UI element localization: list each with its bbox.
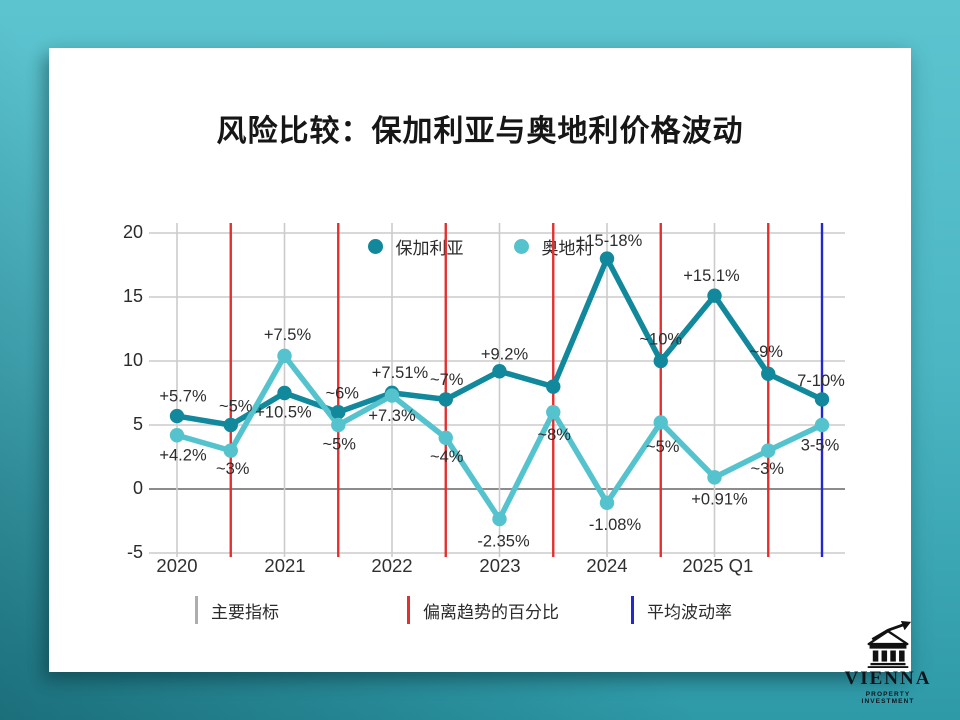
- data-point: [546, 405, 561, 420]
- red-bar-icon: [407, 596, 410, 624]
- x-axis-label: 2021: [264, 555, 305, 576]
- data-point: [384, 388, 400, 403]
- data-label: +9.2%: [481, 346, 529, 364]
- x-axis-label: 2024: [586, 555, 627, 576]
- x-axis-label: 2025: [682, 555, 723, 576]
- footer-legend-label: 偏离趋势的百分比: [423, 602, 559, 622]
- data-label: +5.7%: [159, 387, 207, 405]
- logo-subtitle: PROPERTY INVESTMENT: [861, 690, 915, 705]
- data-point: [277, 385, 292, 401]
- data-point: [277, 348, 292, 364]
- data-point: [223, 417, 238, 433]
- data-point: [492, 364, 507, 379]
- data-point: [331, 405, 346, 420]
- data-label: +7.3%: [368, 407, 416, 425]
- footer-legend-deviation: 偏离趋势的百分比: [407, 596, 559, 624]
- logo-name: VIENNA: [844, 668, 932, 689]
- blue-bar-icon: [631, 596, 634, 624]
- data-label: 7-10%: [797, 372, 845, 390]
- vienna-logo: VIENNA PROPERTY INVESTMENT: [838, 621, 938, 705]
- data-label: ~5%: [646, 438, 680, 456]
- data-label: ~6%: [326, 385, 360, 403]
- data-point: [546, 379, 561, 394]
- data-label: ~5%: [323, 435, 357, 453]
- data-point: [492, 511, 507, 527]
- data-point: [653, 415, 668, 430]
- data-label: ~10%: [639, 330, 682, 348]
- y-axis-label: 10: [123, 350, 143, 370]
- data-label: +15.1%: [683, 267, 740, 285]
- data-point: [223, 443, 238, 458]
- data-point: [331, 417, 346, 433]
- data-point: [707, 470, 722, 485]
- data-point: [761, 366, 776, 381]
- x-axis-label: 2023: [479, 555, 520, 576]
- data-label: ~7%: [430, 371, 464, 389]
- data-point: [438, 430, 453, 445]
- data-point: [653, 353, 668, 369]
- data-label: +7.5%: [264, 326, 312, 344]
- y-axis-label: 5: [133, 414, 143, 434]
- x-axis-label: 2020: [156, 555, 197, 576]
- data-label: +10.5%: [255, 403, 312, 421]
- data-label: +0.91%: [691, 491, 748, 509]
- data-label: ~4%: [430, 448, 464, 466]
- data-label: -2.35%: [477, 532, 530, 550]
- data-point: [707, 288, 722, 303]
- data-point: [169, 408, 185, 424]
- data-label: -1.08%: [589, 516, 642, 534]
- data-label: +15-18%: [576, 232, 643, 250]
- x-axis-label: Q1: [729, 555, 754, 576]
- gray-bar-icon: [195, 596, 198, 624]
- footer-legend-average-volatility: 平均波动率: [631, 596, 732, 624]
- austria-series-dot-icon: [513, 239, 529, 254]
- data-point: [761, 443, 776, 458]
- data-label: +7.51%: [372, 364, 429, 382]
- data-point: [814, 392, 830, 407]
- footer-legend-main-indicator: 主要指标: [195, 596, 279, 624]
- data-label: ~9%: [750, 343, 784, 361]
- footer-legend-label: 平均波动率: [647, 602, 732, 622]
- data-label: ~5%: [219, 397, 253, 415]
- y-axis-label: 0: [133, 478, 143, 498]
- data-point: [169, 428, 185, 443]
- y-axis-label: 15: [123, 286, 143, 306]
- footer-legend-label: 主要指标: [211, 602, 279, 622]
- data-label: +4.2%: [159, 447, 207, 465]
- data-point: [814, 417, 830, 433]
- x-axis-label: 2022: [371, 555, 412, 576]
- data-point: [599, 495, 615, 511]
- data-label: 3-5%: [801, 436, 840, 454]
- data-point: [599, 251, 615, 266]
- y-axis-label: 20: [123, 222, 143, 242]
- y-axis-label: -5: [127, 542, 143, 562]
- data-label: ~3%: [216, 460, 250, 478]
- data-label: ~3%: [751, 460, 785, 478]
- bulgaria-series-dot-icon: [367, 239, 383, 254]
- data-point: [438, 392, 453, 407]
- chart-title: 风险比较：保加利亚与奥地利价格波动: [216, 115, 744, 148]
- bank-building-arrow-icon: [867, 621, 912, 668]
- data-label: ~8%: [538, 426, 572, 444]
